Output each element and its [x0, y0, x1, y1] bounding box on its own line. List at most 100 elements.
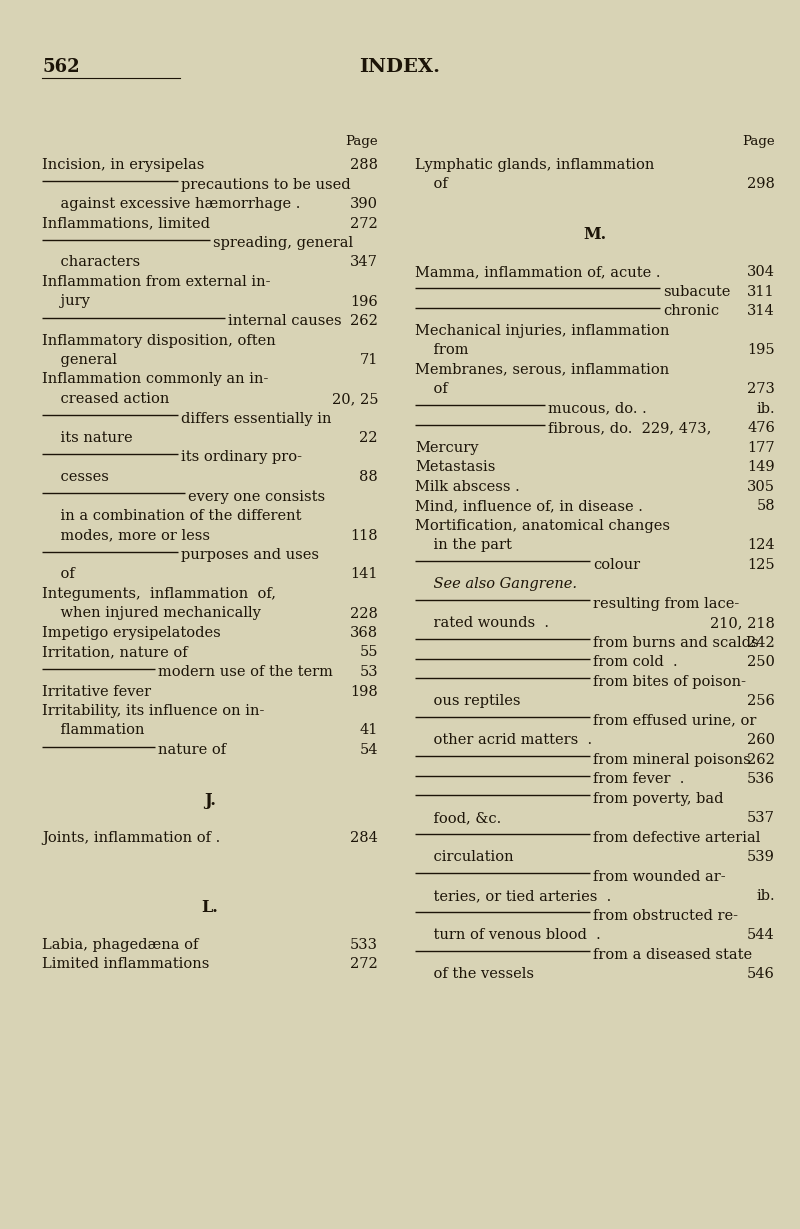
Text: from wounded ar-: from wounded ar- [593, 870, 726, 884]
Text: Membranes, serous, inflammation: Membranes, serous, inflammation [415, 363, 670, 377]
Text: 250: 250 [747, 655, 775, 670]
Text: 298: 298 [747, 177, 775, 192]
Text: modes, more or less: modes, more or less [42, 528, 210, 542]
Text: Mercury: Mercury [415, 441, 478, 455]
Text: of: of [42, 568, 74, 581]
Text: from fever  .: from fever . [593, 772, 684, 787]
Text: 124: 124 [747, 538, 775, 552]
Text: 390: 390 [350, 197, 378, 211]
Text: jury: jury [42, 295, 90, 308]
Text: chronic: chronic [663, 305, 719, 318]
Text: flammation: flammation [42, 724, 145, 737]
Text: from defective arterial: from defective arterial [593, 831, 760, 844]
Text: 546: 546 [747, 967, 775, 981]
Text: 272: 272 [350, 957, 378, 971]
Text: 20, 25: 20, 25 [331, 392, 378, 406]
Text: Page: Page [346, 135, 378, 147]
Text: in the part: in the part [415, 538, 512, 552]
Text: 55: 55 [359, 645, 378, 660]
Text: Lymphatic glands, inflammation: Lymphatic glands, inflammation [415, 159, 654, 172]
Text: 198: 198 [350, 685, 378, 698]
Text: rated wounds  .: rated wounds . [415, 616, 549, 630]
Text: circulation: circulation [415, 850, 514, 864]
Text: 476: 476 [747, 422, 775, 435]
Text: characters: characters [42, 256, 140, 269]
Text: 537: 537 [747, 811, 775, 825]
Text: from mineral poisons: from mineral poisons [593, 752, 750, 767]
Text: 125: 125 [747, 558, 775, 571]
Text: 141: 141 [350, 568, 378, 581]
Text: M.: M. [583, 226, 606, 243]
Text: 562: 562 [42, 58, 80, 76]
Text: Labia, phagedæna of: Labia, phagedæna of [42, 938, 198, 952]
Text: Inflammatory disposition, often: Inflammatory disposition, often [42, 333, 276, 348]
Text: 210, 218: 210, 218 [710, 616, 775, 630]
Text: 314: 314 [747, 305, 775, 318]
Text: purposes and uses: purposes and uses [181, 548, 319, 562]
Text: Inflammation commonly an in-: Inflammation commonly an in- [42, 372, 268, 386]
Text: 284: 284 [350, 831, 378, 844]
Text: creased action: creased action [42, 392, 170, 406]
Text: Inflammations, limited: Inflammations, limited [42, 216, 210, 231]
Text: its nature: its nature [42, 431, 133, 445]
Text: Irritability, its influence on in-: Irritability, its influence on in- [42, 704, 264, 718]
Text: Mind, influence of, in disease .: Mind, influence of, in disease . [415, 499, 643, 514]
Text: 54: 54 [359, 744, 378, 757]
Text: when injured mechanically: when injured mechanically [42, 606, 261, 621]
Text: 305: 305 [747, 479, 775, 494]
Text: from obstructed re-: from obstructed re- [593, 908, 738, 923]
Text: J.: J. [204, 791, 216, 809]
Text: Irritation, nature of: Irritation, nature of [42, 645, 188, 660]
Text: Page: Page [742, 135, 775, 147]
Text: 53: 53 [359, 665, 378, 678]
Text: Mortification, anatomical changes: Mortification, anatomical changes [415, 519, 670, 532]
Text: fibrous, do.  229, 473,: fibrous, do. 229, 473, [548, 422, 711, 435]
Text: Mechanical injuries, inflammation: Mechanical injuries, inflammation [415, 323, 670, 338]
Text: modern use of the term: modern use of the term [158, 665, 333, 678]
Text: internal causes: internal causes [228, 313, 342, 328]
Text: ib.: ib. [756, 402, 775, 415]
Text: See also Gangrene.: See also Gangrene. [415, 578, 577, 591]
Text: from bites of poison-: from bites of poison- [593, 675, 746, 688]
Text: Joints, inflammation of .: Joints, inflammation of . [42, 831, 220, 844]
Text: 118: 118 [350, 528, 378, 542]
Text: teries, or tied arteries  .: teries, or tied arteries . [415, 890, 611, 903]
Text: 536: 536 [747, 772, 775, 787]
Text: mucous, do. .: mucous, do. . [548, 402, 646, 415]
Text: resulting from lace-: resulting from lace- [593, 597, 739, 611]
Text: Irritative fever: Irritative fever [42, 685, 151, 698]
Text: 272: 272 [350, 216, 378, 231]
Text: from: from [415, 343, 469, 358]
Text: 368: 368 [350, 626, 378, 640]
Text: L.: L. [202, 898, 218, 916]
Text: every one consists: every one consists [188, 489, 325, 504]
Text: 196: 196 [350, 295, 378, 308]
Text: 304: 304 [747, 265, 775, 279]
Text: in a combination of the different: in a combination of the different [42, 509, 302, 524]
Text: INDEX.: INDEX. [359, 58, 441, 76]
Text: differs essentially in: differs essentially in [181, 412, 331, 425]
Text: precautions to be used: precautions to be used [181, 177, 350, 192]
Text: 58: 58 [756, 499, 775, 514]
Text: Limited inflammations: Limited inflammations [42, 957, 210, 971]
Text: cesses: cesses [42, 469, 109, 484]
Text: 149: 149 [747, 460, 775, 474]
Text: 539: 539 [747, 850, 775, 864]
Text: 228: 228 [350, 606, 378, 621]
Text: 311: 311 [747, 285, 775, 299]
Text: 242: 242 [747, 635, 775, 650]
Text: 544: 544 [747, 928, 775, 943]
Text: Impetigo erysipelatodes: Impetigo erysipelatodes [42, 626, 221, 640]
Text: its ordinary pro-: its ordinary pro- [181, 451, 302, 465]
Text: 22: 22 [359, 431, 378, 445]
Text: of the vessels: of the vessels [415, 967, 534, 981]
Text: 177: 177 [747, 441, 775, 455]
Text: 347: 347 [350, 256, 378, 269]
Text: ous reptiles: ous reptiles [415, 694, 521, 708]
Text: ib.: ib. [756, 890, 775, 903]
Text: from cold  .: from cold . [593, 655, 678, 670]
Text: from a diseased state: from a diseased state [593, 948, 752, 962]
Text: 273: 273 [747, 382, 775, 396]
Text: other acrid matters  .: other acrid matters . [415, 734, 592, 747]
Text: nature of: nature of [158, 744, 226, 757]
